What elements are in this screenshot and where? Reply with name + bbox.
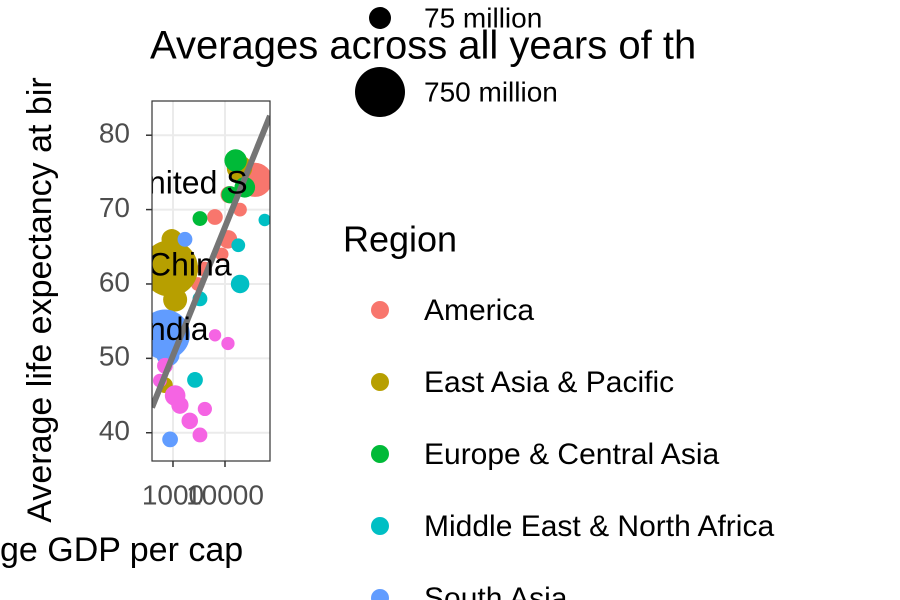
point [187, 372, 203, 388]
point [162, 431, 178, 448]
y-tick-label: 50 [99, 341, 130, 372]
trend-line [152, 114, 270, 409]
size-legend-key [369, 7, 391, 29]
legend-title: Region [343, 219, 457, 260]
y-tick-label: 40 [99, 415, 130, 446]
x-tick-label: 10000 [186, 479, 264, 510]
annotation: China [148, 246, 232, 282]
point [224, 149, 247, 172]
plot-area: nited S China ndia [148, 114, 270, 448]
point [192, 211, 208, 226]
point [192, 427, 208, 443]
annotation: nited S [148, 165, 248, 201]
point [258, 213, 270, 227]
size-legend-label: 750 million [424, 76, 558, 107]
y-tick-label: 60 [99, 266, 130, 297]
x-tick-label: 1000 [142, 479, 204, 510]
size-legend-key [355, 67, 405, 117]
point [181, 412, 199, 430]
point [197, 401, 212, 417]
size-legend-label: 75 million [424, 2, 542, 33]
chart-title: Averages across all years of th [150, 24, 696, 68]
annotation: ndia [148, 311, 209, 347]
y-axis-label: Average life expectancy at bir [21, 77, 59, 522]
point [164, 385, 186, 406]
legend-label: Middle East & North Africa [424, 510, 774, 543]
point [221, 336, 235, 351]
point [207, 209, 223, 225]
point [161, 229, 183, 250]
point [231, 238, 246, 253]
legend-key [371, 301, 389, 319]
point [208, 329, 222, 342]
legend-label: America [424, 294, 534, 327]
point [177, 231, 193, 247]
point [230, 274, 250, 294]
legend-key [371, 373, 389, 391]
legend-key [371, 589, 389, 600]
panel-border [151, 100, 271, 462]
legend-label: South Asia [424, 582, 568, 600]
y-tick-label: 70 [99, 192, 130, 223]
point [152, 240, 198, 297]
y-tick-label: 80 [99, 118, 130, 149]
x-axis-label: ge GDP per cap [0, 531, 243, 569]
legend-key [371, 517, 389, 535]
legend-label: Europe & Central Asia [424, 438, 719, 471]
legend-key [371, 445, 389, 463]
legend-label: East Asia & Pacific [424, 366, 674, 399]
point [163, 287, 188, 312]
